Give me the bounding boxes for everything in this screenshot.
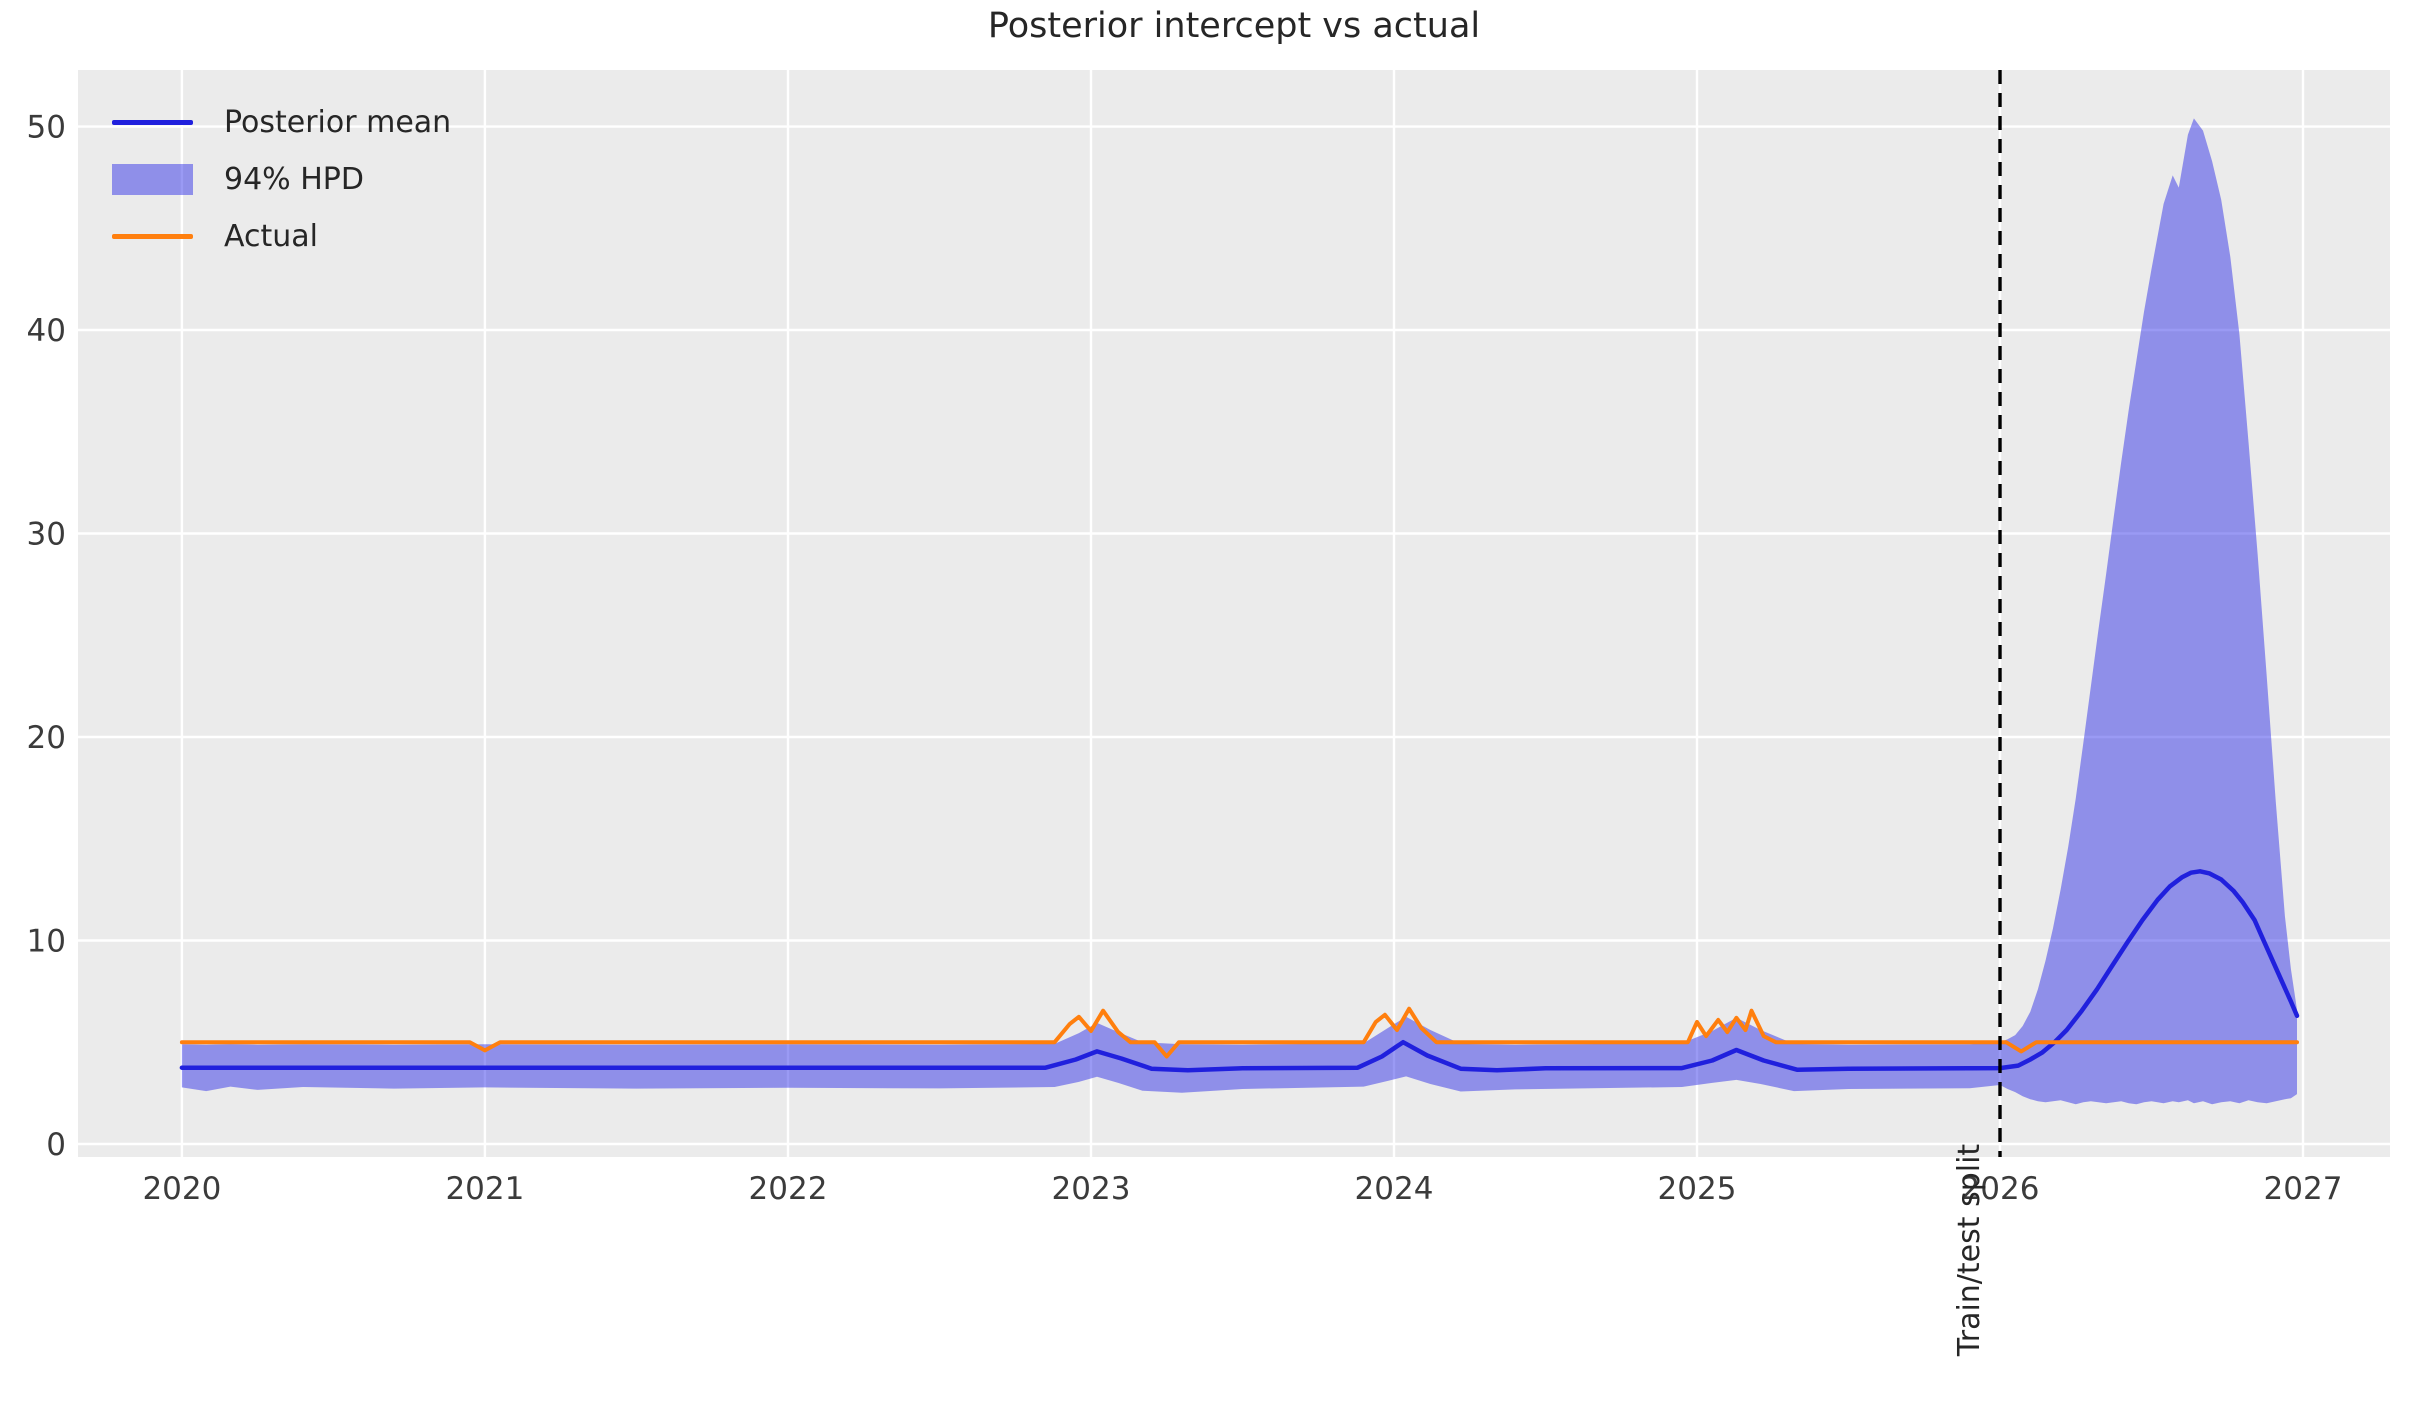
y-tick-label: 40 bbox=[27, 313, 66, 349]
y-tick-label: 20 bbox=[27, 720, 66, 756]
x-tick-label: 2024 bbox=[1355, 1171, 1434, 1207]
hpd-band-swatch bbox=[112, 164, 193, 195]
posterior-mean-line bbox=[179, 869, 2300, 1073]
legend-label-actual: Actual bbox=[224, 219, 318, 254]
plot-background bbox=[78, 70, 2390, 1157]
actual-line-swatch bbox=[112, 234, 193, 239]
legend-item-hpd: 94% HPD bbox=[112, 151, 451, 208]
y-tick-label: 30 bbox=[27, 517, 66, 553]
x-tick-label: 2020 bbox=[142, 1171, 221, 1207]
actual-line bbox=[179, 1006, 2299, 1059]
x-tick-label: 2023 bbox=[1052, 1171, 1131, 1207]
y-tick-label: 50 bbox=[27, 110, 66, 146]
legend-label-posterior-mean: Posterior mean bbox=[224, 105, 452, 140]
legend-label-hpd: 94% HPD bbox=[224, 162, 364, 197]
x-tick-label: 2027 bbox=[2264, 1171, 2343, 1207]
x-tick-label: 2026 bbox=[1961, 1171, 2040, 1207]
posterior-mean-line-swatch bbox=[112, 120, 193, 125]
legend-item-actual: Actual bbox=[112, 208, 451, 265]
x-tick-label: 2022 bbox=[749, 1171, 828, 1207]
x-tick-label: 2021 bbox=[445, 1171, 524, 1207]
legend: Posterior mean 94% HPD Actual bbox=[112, 94, 451, 265]
y-tick-label: 0 bbox=[46, 1127, 66, 1163]
legend-item-posterior-mean: Posterior mean bbox=[112, 94, 451, 151]
chart-title: Posterior intercept vs actual bbox=[987, 6, 1481, 46]
y-tick-label: 10 bbox=[27, 924, 66, 960]
train-test-split-label: Train/test split bbox=[1952, 1143, 1987, 1357]
x-tick-label: 2025 bbox=[1658, 1171, 1737, 1207]
